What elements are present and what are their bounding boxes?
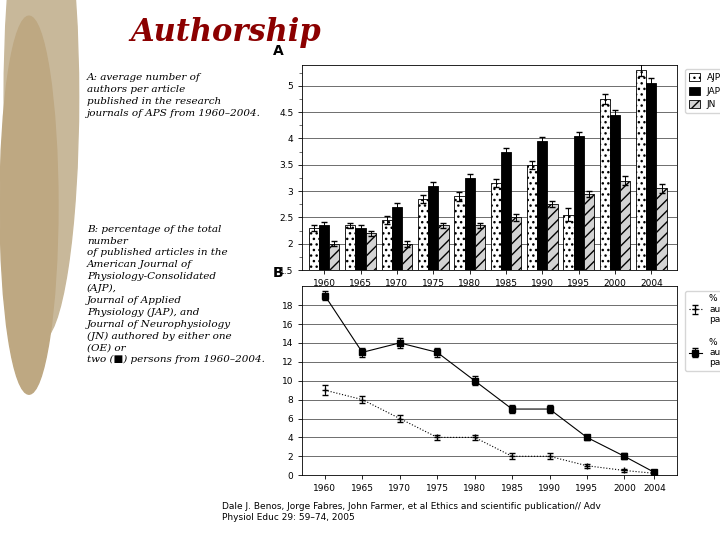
Bar — [356, 228, 366, 349]
Circle shape — [4, 0, 78, 340]
Text: Dale J. Benos, Jorge Fabres, John Farmer, et al Ethics and scientific publicatio: Dale J. Benos, Jorge Fabres, John Farmer… — [222, 502, 601, 522]
Bar — [600, 99, 610, 349]
Text: B: percentage of the total
number
of published articles in the
American Journal : B: percentage of the total number of pub… — [87, 225, 265, 364]
Bar — [636, 70, 647, 349]
Bar — [428, 186, 438, 349]
Bar — [319, 225, 329, 349]
Text: B: B — [272, 266, 283, 280]
Bar — [464, 178, 474, 349]
Bar — [547, 204, 557, 349]
Bar — [474, 225, 485, 349]
Circle shape — [0, 16, 58, 394]
Bar — [366, 233, 376, 349]
Bar — [346, 225, 356, 349]
Bar — [574, 136, 584, 349]
Bar — [491, 183, 501, 349]
Bar — [537, 141, 547, 349]
Bar — [392, 207, 402, 349]
Bar — [657, 188, 667, 349]
Bar — [329, 244, 339, 349]
Bar — [620, 180, 630, 349]
Bar — [418, 199, 428, 349]
Text: A: average number of
authors per article
published in the research
journals of A: A: average number of authors per article… — [87, 73, 261, 118]
Bar — [438, 225, 449, 349]
Legend: AJP, JAP, JN: AJP, JAP, JN — [685, 69, 720, 113]
Bar — [610, 115, 620, 349]
Bar — [501, 152, 511, 349]
Text: Authorship: Authorship — [130, 17, 321, 48]
Bar — [382, 220, 392, 349]
Legend: % 1-
author
papers, % 2-
author
papers: % 1- author papers, % 2- author papers — [685, 291, 720, 371]
Bar — [527, 165, 537, 349]
Bar — [563, 215, 574, 349]
Bar — [584, 194, 594, 349]
Bar — [309, 228, 319, 349]
Text: A: A — [272, 44, 283, 58]
Bar — [402, 244, 412, 349]
Bar — [647, 83, 657, 349]
Bar — [511, 218, 521, 349]
Bar — [454, 197, 464, 349]
